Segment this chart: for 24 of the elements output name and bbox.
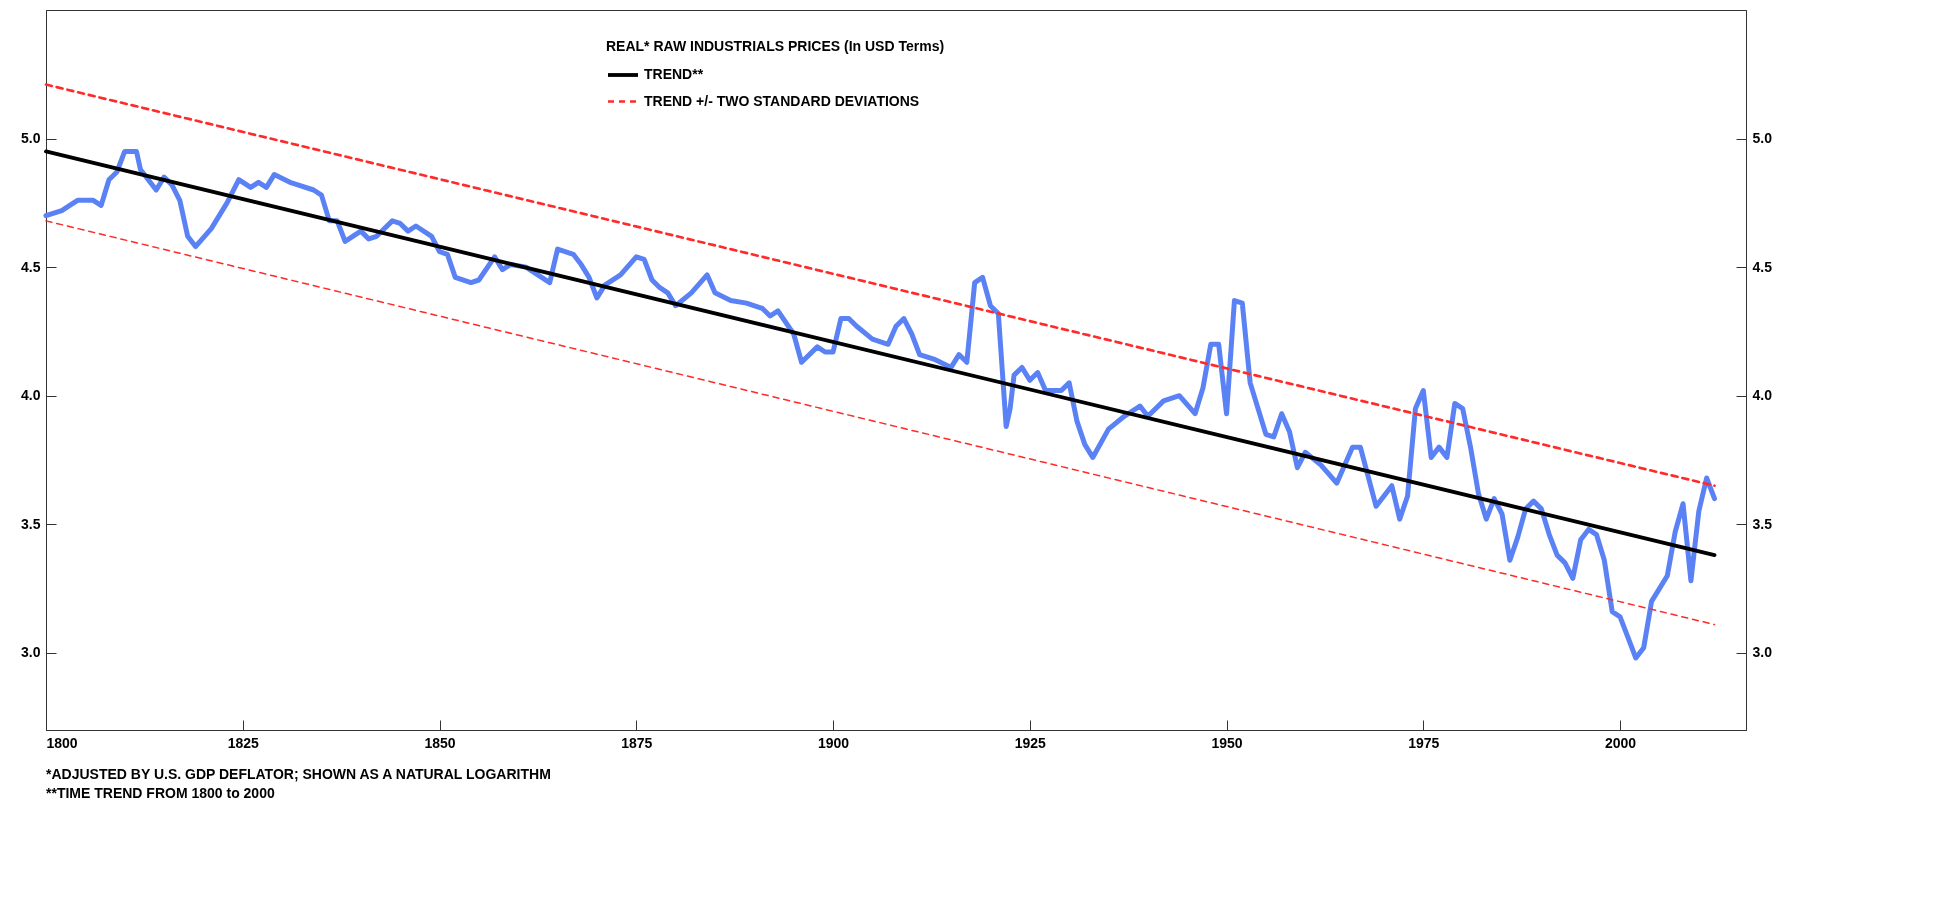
y2-tick-label: 4.0	[1752, 387, 1773, 404]
text: *ADJUSTED BY U.S. GDP DEFLATOR; SHOWN AS A NATURAL LOGARITHM	[46, 766, 551, 782]
y2-tick-label: 3.0	[1752, 644, 1773, 661]
legend-label: TREND +/- TWO STANDARD DEVIATIONS	[644, 92, 920, 109]
legend-title: REAL* RAW INDUSTRIALS PRICES (In USD Terms)	[606, 38, 945, 54]
y-tick-label: 3.5	[21, 515, 41, 532]
legend-label: TREND**	[644, 66, 704, 82]
y-tick-label: 4.5	[21, 258, 41, 275]
y2-tick-label: 4.5	[1752, 258, 1773, 275]
x-tick-label: 1850	[424, 734, 456, 751]
y-tick-label: 3.0	[21, 644, 41, 661]
text: **TIME TREND FROM 1800 to 2000	[46, 785, 275, 801]
y2-tick-label: 5.0	[1752, 130, 1773, 147]
x-tick-label: 1950	[1211, 734, 1243, 751]
y2-tick-label: 3.5	[1752, 515, 1773, 532]
y-tick-label: 4.0	[21, 387, 41, 404]
x-tick-label: 1975	[1408, 734, 1440, 751]
x-tick-label: 2000	[1605, 734, 1637, 751]
x-tick-label: 1875	[621, 734, 653, 751]
x-tick-label: 1800	[46, 734, 78, 751]
x-tick-label: 1825	[227, 734, 260, 751]
x-tick-label: 1925	[1014, 734, 1047, 751]
x-tick-label: 1900	[817, 734, 850, 751]
y-tick-label: 5.0	[21, 130, 41, 147]
